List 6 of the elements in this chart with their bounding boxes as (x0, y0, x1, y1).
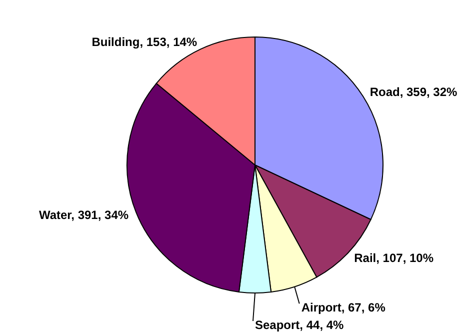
slice-label: Seaport, 44, 4% (255, 318, 344, 332)
slice-label: Road, 359, 32% (370, 85, 458, 100)
slice-label: Rail, 107, 10% (354, 251, 434, 266)
slice-label: Water, 391, 34% (38, 208, 129, 222)
slice-label: Building, 153, 14% (92, 34, 198, 49)
slice-label: Airport, 67, 6% (301, 300, 386, 315)
